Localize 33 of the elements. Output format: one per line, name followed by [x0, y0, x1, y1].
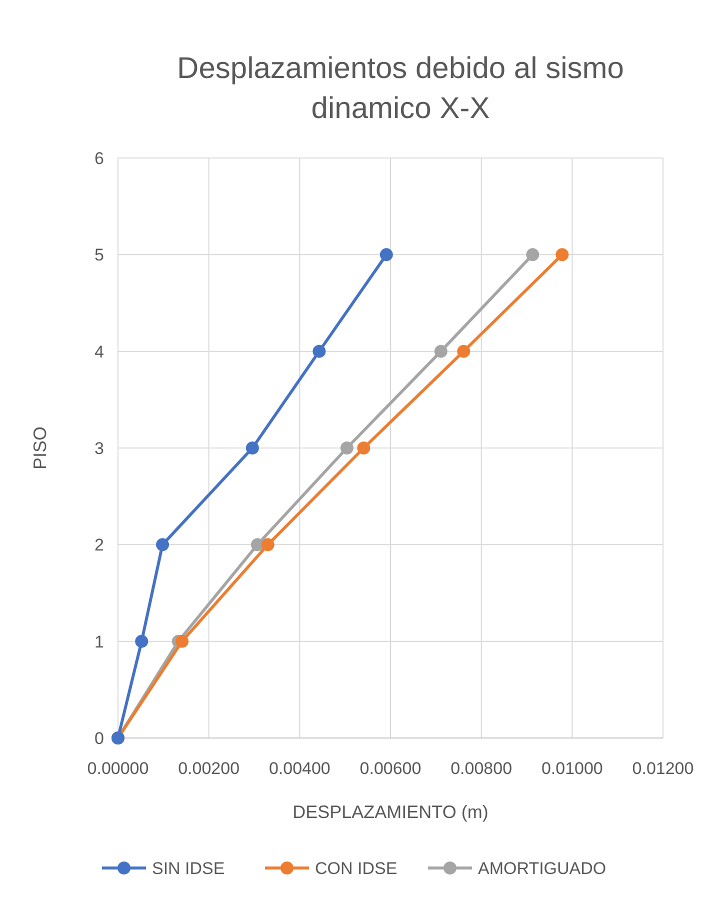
- legend-label: CON IDSE: [315, 859, 398, 878]
- y-tick-label: 6: [94, 149, 104, 168]
- legend-label: SIN IDSE: [152, 859, 225, 878]
- y-tick-label: 4: [94, 342, 104, 362]
- point: [135, 634, 148, 648]
- y-tick-label: 1: [94, 632, 104, 652]
- x-tick-label: 0.00400: [268, 759, 330, 778]
- point: [261, 538, 274, 552]
- point: [434, 344, 448, 358]
- point: [357, 442, 370, 454]
- x-tick-label: 0.00600: [360, 759, 422, 778]
- x-tick-label: 0.00800: [450, 759, 512, 778]
- x-tick-label: 0.00000: [87, 759, 149, 778]
- point: [526, 248, 540, 262]
- y-tick-label: 3: [94, 439, 104, 458]
- point: [556, 248, 569, 262]
- point: [457, 344, 470, 358]
- point: [340, 442, 354, 454]
- y-axis-title: PISO: [30, 426, 50, 470]
- point: [246, 442, 259, 454]
- y-tick-label: 0: [94, 729, 104, 748]
- x-axis-title: DESPLAZAMIENTO (m): [292, 802, 488, 822]
- x-tick-label: 0.00200: [178, 759, 240, 778]
- y-tick-label: 2: [94, 536, 104, 555]
- point: [380, 248, 393, 262]
- chart-title: Desplazamientos debido al sismo dinamico X-X: [177, 52, 624, 125]
- y-tick-label: 5: [94, 246, 104, 265]
- point: [176, 634, 189, 648]
- x-tick-label: 0.01000: [541, 759, 603, 778]
- point: [312, 344, 326, 358]
- point: [156, 538, 170, 552]
- legend-label: AMORTIGUADO: [478, 859, 606, 878]
- x-tick-label: 0.01200: [632, 759, 694, 778]
